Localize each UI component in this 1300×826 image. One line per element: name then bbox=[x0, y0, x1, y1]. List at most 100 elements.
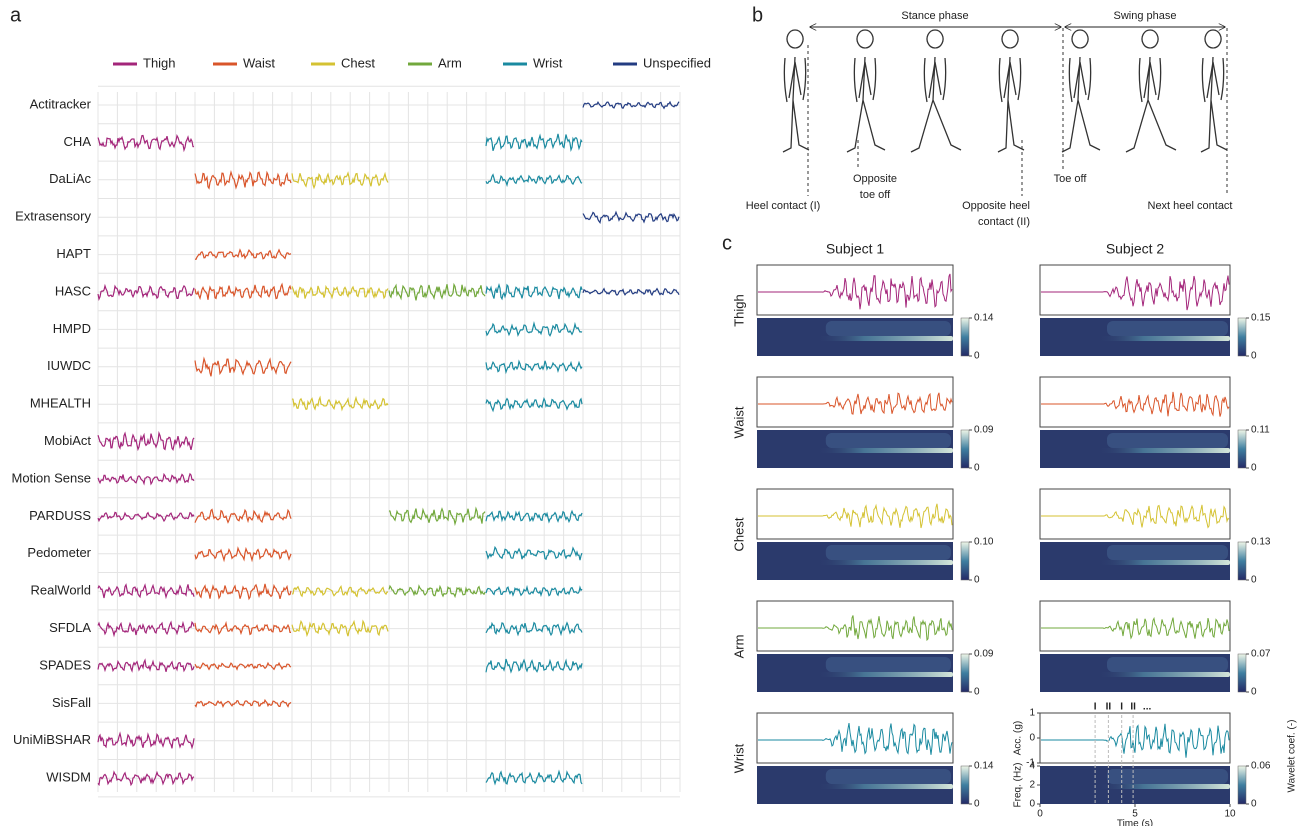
legend-label: Chest bbox=[341, 55, 375, 70]
row-label: Chest bbox=[731, 517, 746, 551]
gait-event-label: II bbox=[1130, 702, 1136, 713]
colorbar-tick-label: 0.09 bbox=[974, 425, 994, 436]
spectrogram-band bbox=[1097, 672, 1230, 677]
signal-frame bbox=[1039, 712, 1231, 764]
spectrogram-band bbox=[815, 784, 953, 789]
event-label: toe off bbox=[860, 189, 891, 201]
phase-label: Stance phase bbox=[901, 10, 968, 22]
event-label: Opposite heel bbox=[962, 200, 1030, 212]
gait-event-label: I bbox=[1120, 702, 1123, 713]
colorbar bbox=[960, 317, 970, 357]
signal-trace bbox=[485, 769, 583, 786]
colorbar-tick-label: 0 bbox=[1251, 351, 1257, 362]
signal-trace bbox=[291, 585, 389, 598]
panel-label: c bbox=[722, 232, 732, 254]
colorbar-tick-label: 0 bbox=[1251, 687, 1257, 698]
signal-frame bbox=[756, 488, 954, 540]
panel-label: a bbox=[10, 4, 22, 26]
dataset-label: SFDLA bbox=[49, 620, 91, 635]
spectrogram-glow bbox=[1107, 769, 1228, 784]
legend-label: Unspecified bbox=[643, 55, 711, 70]
signal-trace bbox=[291, 619, 389, 638]
spectrogram-glow bbox=[825, 321, 951, 336]
walker-figure bbox=[782, 29, 810, 153]
subject-title: Subject 1 bbox=[826, 241, 885, 257]
axis-title: Time (s) bbox=[1117, 819, 1153, 826]
colorbar bbox=[1237, 317, 1247, 357]
signal-trace bbox=[758, 723, 953, 755]
spectrogram-band bbox=[1097, 784, 1230, 789]
gait-event-continuation: ... bbox=[1143, 702, 1152, 713]
y-tick-label: -1 bbox=[1026, 758, 1035, 769]
spectrogram-band bbox=[815, 336, 953, 341]
walker-figure bbox=[910, 29, 962, 153]
signal-trace bbox=[97, 770, 195, 787]
spectrogram-band bbox=[1097, 448, 1230, 453]
signal-trace bbox=[1041, 723, 1230, 758]
colorbar-tick-label: 0.11 bbox=[1251, 425, 1270, 436]
colorbar-tick-label: 0 bbox=[974, 351, 980, 362]
signal-trace bbox=[194, 248, 292, 260]
colorbar-tick-label: 0.06 bbox=[1251, 761, 1271, 772]
spectrogram-glow bbox=[1107, 321, 1228, 336]
signal-trace bbox=[485, 133, 583, 153]
gait-event-label: I bbox=[1094, 702, 1097, 713]
colorbar-tick-label: 0.14 bbox=[974, 761, 994, 772]
dataset-label: Extrasensory bbox=[15, 209, 91, 224]
signal-trace bbox=[388, 584, 486, 599]
spectrogram-band bbox=[815, 560, 953, 565]
spectrogram-band bbox=[815, 672, 953, 677]
signal-trace bbox=[194, 356, 292, 377]
colorbar-tick-label: 0 bbox=[1251, 799, 1257, 810]
colorbar-tick-label: 0.15 bbox=[1251, 313, 1271, 324]
signal-trace bbox=[582, 287, 680, 297]
signal-trace bbox=[97, 620, 195, 638]
dataset-label: DaLiAc bbox=[49, 171, 91, 186]
spectrogram-band bbox=[1097, 560, 1230, 565]
dataset-label: PARDUSS bbox=[29, 508, 91, 523]
signal-trace bbox=[758, 503, 953, 529]
signal-frame bbox=[1039, 488, 1231, 540]
axis-title: Acc. (g) bbox=[1013, 721, 1024, 755]
signal-trace bbox=[97, 133, 195, 153]
dataset-label: SisFall bbox=[52, 695, 91, 710]
dataset-label: IUWDC bbox=[47, 358, 91, 373]
y-tick-label: 1 bbox=[1029, 708, 1035, 719]
phase-label: Swing phase bbox=[1114, 10, 1177, 22]
event-label: contact (II) bbox=[978, 216, 1030, 228]
dataset-label: HAPT bbox=[56, 246, 91, 261]
colorbar-title: Wavelet coef. (-) bbox=[1287, 720, 1298, 793]
signal-trace bbox=[485, 658, 583, 674]
subject-title: Subject 2 bbox=[1106, 241, 1165, 257]
y-tick-label: 0 bbox=[1029, 733, 1035, 744]
colorbar-tick-label: 0 bbox=[974, 575, 980, 586]
event-label: Next heel contact bbox=[1148, 200, 1233, 212]
spectrogram-glow bbox=[825, 769, 951, 784]
signal-trace bbox=[97, 472, 195, 486]
signal-trace bbox=[388, 506, 486, 527]
signal-trace bbox=[388, 282, 486, 301]
spectrogram-band bbox=[1097, 336, 1230, 341]
dataset-label: MHEALTH bbox=[30, 396, 91, 411]
x-tick-label: 0 bbox=[1037, 809, 1043, 820]
legend-label: Waist bbox=[243, 55, 275, 70]
panel-label: b bbox=[752, 4, 763, 26]
signal-trace bbox=[194, 169, 292, 190]
signal-trace bbox=[291, 171, 389, 190]
signal-trace bbox=[97, 731, 195, 750]
colorbar bbox=[1237, 541, 1247, 581]
colorbar-tick-label: 0.13 bbox=[1251, 537, 1271, 548]
dataset-label: HASC bbox=[55, 283, 91, 298]
colorbar-tick-label: 0.09 bbox=[974, 649, 994, 660]
signal-trace bbox=[97, 430, 195, 452]
spectrogram-glow bbox=[825, 433, 951, 448]
signal-trace bbox=[97, 583, 195, 600]
walker-figure bbox=[1061, 29, 1101, 153]
signal-trace bbox=[1041, 275, 1230, 311]
axis-title: Freq. (Hz) bbox=[1013, 763, 1024, 808]
legend-label: Wrist bbox=[533, 55, 563, 70]
signal-trace bbox=[485, 621, 583, 637]
colorbar bbox=[960, 653, 970, 693]
signal-trace bbox=[1041, 391, 1230, 417]
